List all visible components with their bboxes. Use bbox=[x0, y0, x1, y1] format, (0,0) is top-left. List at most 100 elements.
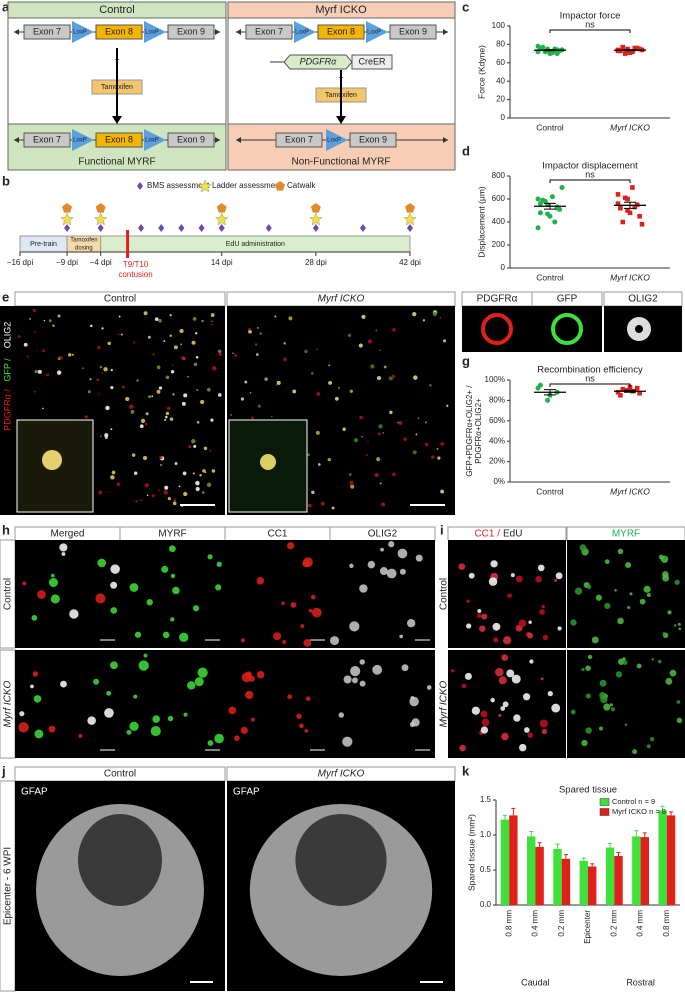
cell bbox=[172, 586, 180, 595]
cell bbox=[349, 563, 354, 569]
cell bbox=[150, 726, 161, 737]
bms-marker bbox=[158, 224, 165, 232]
y-tick-label: 100 bbox=[492, 21, 506, 30]
cell bbox=[194, 677, 204, 687]
cell bbox=[101, 327, 104, 330]
data-point bbox=[620, 219, 626, 225]
cell bbox=[33, 695, 42, 703]
y-tick-label: 0.5 bbox=[480, 865, 492, 874]
cell bbox=[358, 343, 363, 348]
cell bbox=[399, 634, 403, 639]
cell bbox=[195, 355, 199, 359]
cell bbox=[19, 711, 25, 717]
y-tick-label: 40 bbox=[496, 76, 505, 85]
cell bbox=[367, 560, 376, 569]
cell bbox=[48, 725, 56, 733]
cell bbox=[379, 567, 388, 576]
bar bbox=[561, 858, 571, 905]
x-tick-label: Epicenter bbox=[583, 910, 592, 944]
cell bbox=[599, 679, 607, 687]
y-tick-label: 20% bbox=[489, 457, 505, 466]
data-point bbox=[545, 397, 551, 403]
cell bbox=[61, 552, 66, 556]
data-point bbox=[637, 390, 642, 396]
cell bbox=[632, 749, 638, 755]
exon bbox=[95, 24, 143, 40]
label: Exon 8 bbox=[327, 26, 355, 36]
cell bbox=[31, 615, 38, 621]
exon bbox=[23, 24, 71, 40]
cell bbox=[480, 710, 488, 718]
cell bbox=[152, 353, 155, 356]
label: Exon 9 bbox=[177, 26, 205, 36]
x-tick-label: Myrf ICKO bbox=[610, 272, 650, 282]
cell bbox=[617, 617, 624, 625]
cell bbox=[22, 581, 27, 586]
label: Merged bbox=[51, 529, 85, 540]
cell bbox=[187, 681, 196, 690]
cell bbox=[513, 714, 521, 722]
data-point bbox=[615, 192, 621, 197]
cell bbox=[146, 599, 153, 606]
bms-marker bbox=[137, 182, 143, 190]
cell bbox=[110, 564, 120, 574]
cell bbox=[471, 706, 480, 715]
cell bbox=[498, 713, 502, 717]
bms-marker bbox=[359, 224, 366, 232]
cell bbox=[133, 694, 138, 699]
cell bbox=[68, 353, 72, 357]
cell bbox=[316, 348, 318, 351]
cell bbox=[161, 565, 169, 573]
catwalk-marker bbox=[275, 181, 285, 191]
cell bbox=[207, 554, 213, 560]
label: Exon 9 bbox=[177, 134, 205, 144]
bms-marker bbox=[198, 224, 205, 232]
cell bbox=[276, 380, 281, 385]
cell bbox=[540, 677, 544, 681]
cell bbox=[107, 341, 111, 346]
cell bbox=[95, 593, 106, 604]
label: LoxP bbox=[73, 30, 87, 36]
cell bbox=[570, 619, 577, 626]
y-tick-label: 0 bbox=[501, 263, 506, 272]
y-tick-label: 0 bbox=[501, 113, 506, 122]
label: Functional MYRF bbox=[78, 157, 155, 168]
label: Exon 7 bbox=[255, 26, 283, 36]
cell bbox=[178, 485, 181, 488]
cell bbox=[415, 433, 418, 436]
cell bbox=[110, 661, 118, 670]
cell bbox=[391, 374, 396, 379]
cell bbox=[118, 333, 120, 336]
cell bbox=[210, 313, 215, 317]
label: OLIG2 bbox=[368, 529, 398, 540]
cell bbox=[158, 319, 162, 323]
cell bbox=[353, 438, 359, 443]
panel-bg bbox=[227, 123, 456, 171]
x-tick-label: 0.8 mm bbox=[662, 910, 671, 937]
cell bbox=[210, 323, 213, 326]
error-bar bbox=[608, 842, 613, 848]
annotation: ns bbox=[585, 373, 595, 383]
cell bbox=[90, 324, 93, 328]
label: Tamoxifen bbox=[70, 238, 97, 244]
cell bbox=[595, 594, 603, 601]
cell bbox=[518, 743, 527, 752]
data-point bbox=[549, 194, 555, 200]
cell bbox=[254, 343, 258, 346]
cell bbox=[350, 484, 355, 489]
label: −4 dpi bbox=[90, 258, 112, 267]
bar bbox=[666, 815, 676, 905]
cell bbox=[359, 659, 366, 665]
ladder-marker bbox=[198, 179, 212, 193]
cell bbox=[146, 494, 149, 497]
cell bbox=[244, 380, 248, 384]
exon bbox=[167, 24, 215, 40]
error-bar bbox=[624, 201, 636, 209]
cell bbox=[480, 726, 489, 734]
cell bbox=[98, 490, 103, 495]
cell bbox=[600, 696, 608, 704]
bar bbox=[527, 836, 536, 905]
loxp bbox=[326, 129, 348, 151]
cell bbox=[32, 308, 37, 312]
y-axis-label: PDGFRα+OLIG2+ bbox=[474, 398, 483, 464]
